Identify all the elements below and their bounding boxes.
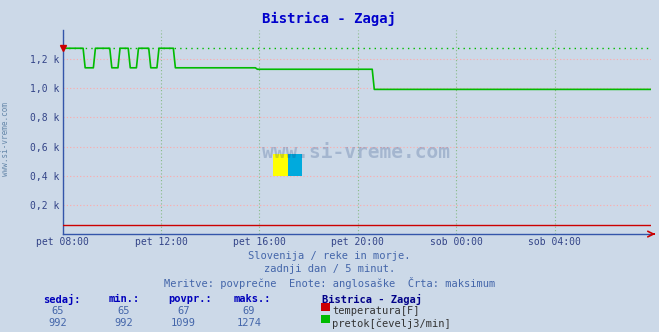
Text: Slovenija / reke in morje.: Slovenija / reke in morje. (248, 251, 411, 261)
Text: 1099: 1099 (171, 318, 196, 328)
Text: 67: 67 (177, 306, 189, 316)
Text: 65: 65 (52, 306, 64, 316)
Text: zadnji dan / 5 minut.: zadnji dan / 5 minut. (264, 264, 395, 274)
Text: maks.:: maks.: (234, 294, 272, 304)
Text: 992: 992 (49, 318, 67, 328)
Text: 69: 69 (243, 306, 255, 316)
Text: 1274: 1274 (237, 318, 262, 328)
Text: povpr.:: povpr.: (168, 294, 212, 304)
Text: 65: 65 (118, 306, 130, 316)
Text: www.si-vreme.com: www.si-vreme.com (262, 143, 450, 162)
Text: pretok[čevelj3/min]: pretok[čevelj3/min] (332, 318, 451, 329)
Text: Meritve: povprečne  Enote: anglosaške  Črta: maksimum: Meritve: povprečne Enote: anglosaške Črt… (164, 277, 495, 289)
Text: min.:: min.: (109, 294, 140, 304)
Text: 992: 992 (115, 318, 133, 328)
Text: temperatura[F]: temperatura[F] (332, 306, 420, 316)
Text: Bistrica - Zagaj: Bistrica - Zagaj (262, 12, 397, 26)
Text: sedaj:: sedaj: (43, 294, 80, 305)
Text: Bistrica - Zagaj: Bistrica - Zagaj (322, 294, 422, 305)
Text: www.si-vreme.com: www.si-vreme.com (1, 103, 10, 176)
